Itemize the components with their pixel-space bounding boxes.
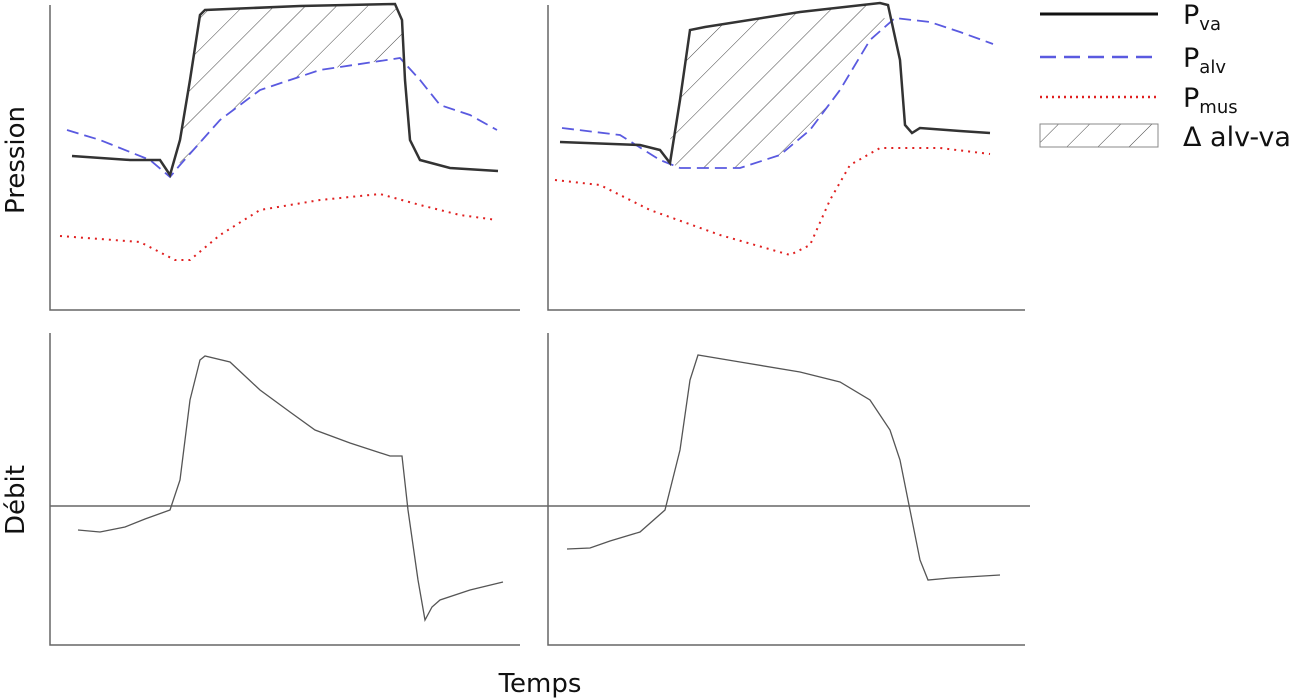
y-label-pressure: Pression bbox=[1, 106, 31, 214]
legend-entry: Δ alv-va bbox=[1183, 122, 1291, 153]
pressure-panel-right bbox=[554, 1, 994, 257]
legend: Pva Palv Pmus Δ alv-va bbox=[1039, 0, 1291, 153]
pressure-panel-left bbox=[59, 2, 499, 261]
flow-curve-right bbox=[566, 354, 1001, 581]
x-label-time: Temps bbox=[498, 669, 582, 699]
legend-entry: Pva bbox=[1183, 0, 1221, 35]
axes-frames bbox=[49, 5, 1030, 646]
flow-curve-left bbox=[77, 355, 504, 622]
y-label-flow: Débit bbox=[1, 465, 31, 535]
legend-entry: Palv bbox=[1183, 43, 1226, 78]
legend-entry: Pmus bbox=[1183, 83, 1238, 118]
